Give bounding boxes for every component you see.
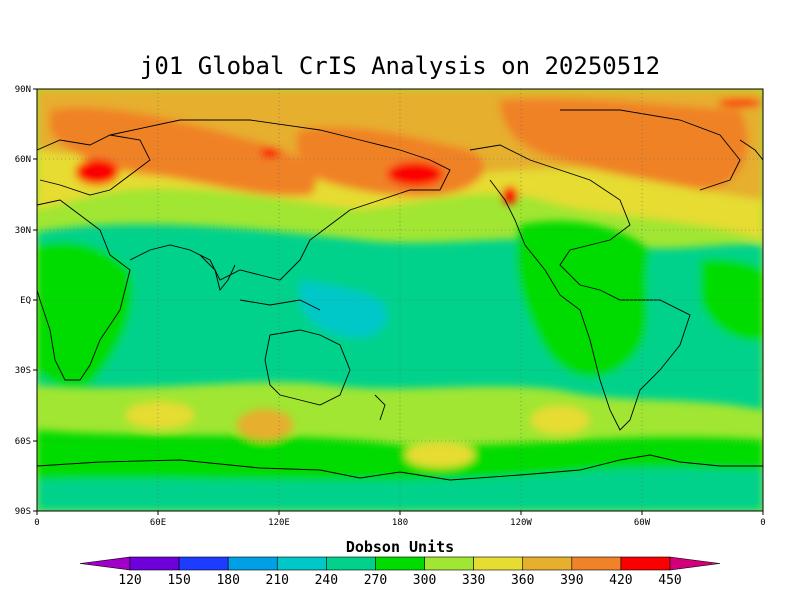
colorbar-box (227, 556, 278, 571)
colorbar-box (424, 556, 474, 571)
colorbar-label: 120 (118, 573, 141, 588)
lon-label: 0 (760, 518, 765, 528)
lon-labels: 0 60E 120E 180 120W 60W 0 (34, 518, 765, 528)
lat-label: 90S (15, 507, 31, 517)
lon-label: 60W (634, 518, 651, 528)
field-gold-south-indian (237, 409, 293, 441)
coastlines (37, 109, 763, 481)
lat-labels: 90N 60N 30N EQ 30S 60S 90S (15, 85, 31, 517)
colorbar-label: 270 (364, 573, 387, 588)
coast-india (199, 254, 236, 291)
field-orange-canada (500, 98, 748, 190)
map-grid (37, 89, 763, 511)
colorbar-label: 420 (609, 573, 632, 588)
coast-africa (37, 199, 131, 381)
lat-label: 30S (15, 366, 31, 376)
colorbar-box (326, 556, 376, 571)
field-green-africa (37, 241, 133, 387)
field-orange-europe (50, 107, 317, 196)
lon-label: 60E (150, 518, 166, 528)
lat-label: 30N (15, 226, 31, 236)
colorbar-box (620, 556, 671, 571)
colorbar-label: 330 (462, 573, 485, 588)
lon-label: 120W (510, 518, 532, 528)
colorbar-box (276, 556, 327, 571)
lon-label: 0 (34, 518, 39, 528)
colorbar-box (571, 556, 622, 571)
coast-americas (469, 144, 691, 431)
colorbar-box (129, 556, 180, 571)
lon-label: 120E (268, 518, 290, 528)
field-red-siberia (387, 162, 443, 186)
colorbar-low-arrow (79, 556, 131, 571)
lat-label: 90N (15, 85, 31, 95)
colorbar: 120 150 180 210 240 270 300 330 360 390 420 450 (79, 556, 721, 588)
coast-australia (264, 329, 351, 406)
colorbar-label: 300 (413, 573, 436, 588)
coast-arctic-canada (560, 109, 741, 191)
field-yellow-south-pacific (405, 442, 475, 468)
colorbar-label: 450 (658, 573, 681, 588)
colorbar-label: 390 (560, 573, 583, 588)
colorbar-label: 240 (315, 573, 338, 588)
map-title: j01 Global CrIS Analysis on 20250512 (139, 52, 661, 80)
coast-indonesia (239, 299, 321, 311)
colorbar-box (473, 556, 524, 571)
colorbar-high-arrow (669, 556, 721, 571)
coast-greenland (739, 139, 763, 161)
field-red-central-asia (260, 148, 280, 158)
lat-label: 60N (15, 155, 31, 165)
field-red-europe (75, 159, 119, 185)
field-green-america (516, 221, 650, 378)
colorbar-label: 180 (216, 573, 239, 588)
colorbar-label: 150 (167, 573, 190, 588)
colorbar-label: 210 (266, 573, 289, 588)
coast-europe (37, 134, 151, 196)
field-cyan-pacific (300, 280, 388, 338)
lat-label: 60S (15, 437, 31, 447)
colorbar-label: 360 (511, 573, 534, 588)
coast-asia (109, 119, 451, 281)
lon-label: 180 (392, 518, 408, 528)
lat-label: EQ (20, 296, 31, 306)
field-green-atlantic (700, 258, 763, 341)
units-label: Dobson Units (346, 538, 454, 556)
field-yellow-south-indian (125, 401, 195, 429)
field-red-alaska (502, 186, 518, 204)
colorbar-box (522, 556, 573, 571)
field-red-arctic (718, 99, 762, 107)
colorbar-box (178, 556, 229, 571)
colorbar-box (375, 556, 425, 571)
axis-ticks (33, 88, 764, 515)
coast-new-zealand (374, 394, 386, 421)
coast-antarctica (37, 454, 763, 481)
field-yellow-south-pacific-east (530, 405, 590, 435)
